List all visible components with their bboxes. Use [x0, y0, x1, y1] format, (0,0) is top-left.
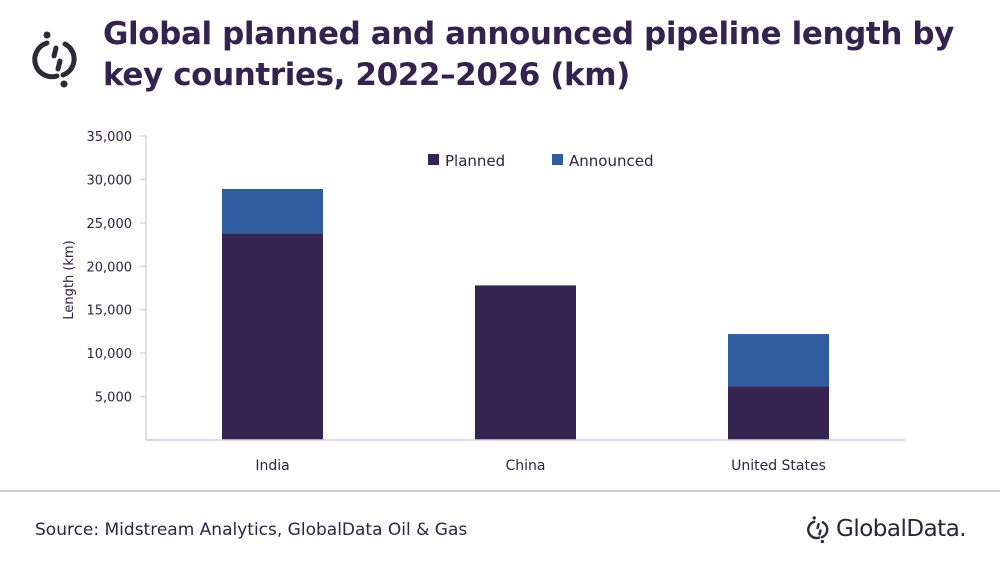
globaldata-logo-icon [32, 31, 77, 88]
y-tick-label: 5,000 [95, 391, 132, 406]
bar-group-united-states [728, 334, 829, 440]
x-tick-label: China [506, 458, 546, 474]
globaldata-brand-icon [807, 516, 829, 544]
bar-planned [222, 233, 323, 440]
bar-group-india [222, 188, 323, 440]
y-tick-label: 20,000 [87, 260, 133, 275]
legend-item-announced: Announced [552, 152, 653, 170]
brand-logo: GlobalData. [806, 512, 967, 546]
bar-announced [728, 334, 829, 387]
bar-planned [475, 285, 576, 440]
legend: Planned Announced [428, 152, 653, 170]
y-tick-label: 25,000 [87, 217, 133, 232]
legend-swatch [552, 154, 563, 165]
brand-name: GlobalData. [836, 516, 967, 542]
y-axis-title: Length (km) [62, 240, 77, 319]
bars [222, 188, 829, 440]
y-tick-label: 10,000 [87, 347, 133, 362]
legend-swatch [428, 154, 439, 165]
chart: 5,000 10,000 15,000 20,000 25,000 30,000 35,00… [62, 130, 905, 474]
y-axis: 5,000 10,000 15,000 20,000 25,000 30,000 35,00… [87, 130, 147, 440]
x-tick-label: United States [731, 458, 826, 474]
source-note: Source: Midstream Analytics, GlobalData … [35, 520, 468, 540]
legend-item-planned: Planned [428, 152, 505, 170]
y-tick-label: 30,000 [87, 173, 133, 188]
x-tick-label: India [255, 458, 289, 474]
bar-planned [728, 386, 829, 440]
legend-label: Announced [569, 152, 653, 170]
chart-title: Global planned and announced pipeline le… [103, 16, 954, 93]
y-tick-label: 35,000 [87, 130, 133, 145]
x-axis: India China United States [146, 439, 905, 474]
bar-group-china [475, 285, 576, 440]
footer-divider [0, 490, 1000, 492]
legend-label: Planned [445, 152, 505, 170]
bar-announced [222, 188, 323, 234]
y-tick-label: 15,000 [87, 304, 133, 319]
